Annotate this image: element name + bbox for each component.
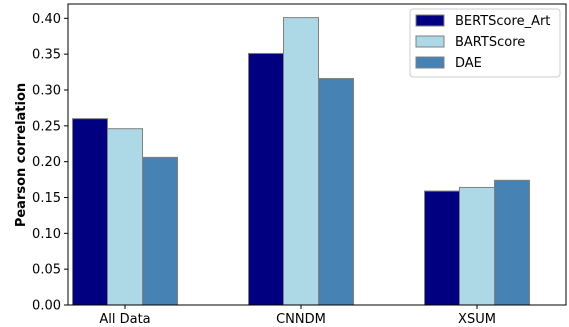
legend: BERTScore_Art BARTScore DAE [409,8,561,78]
legend-swatch [415,35,445,48]
legend-label: DAE [455,56,482,71]
bar-dae-cnndm [318,78,354,306]
x-tick-label: CNNDM [276,312,326,327]
x-axis-ticks: All Data CNNDM XSUM [99,305,496,327]
bar-bartscore-cnndm [283,17,319,306]
bar-bartscore-all-data [107,128,143,306]
y-tick-label: 0.25 [32,119,61,134]
y-tick-label: 0.30 [32,84,61,99]
bar-bertscore-art-xsum [424,190,460,306]
legend-frame [409,8,561,78]
bar-bertscore-art-cnndm [248,52,284,306]
x-tick-label: XSUM [458,312,496,327]
plot-frame [67,3,567,306]
y-axis-ticks: 0.00 0.05 0.10 0.15 0.20 0.25 0.30 0.35 0.40 [32,12,68,314]
y-tick-label: 0.40 [32,12,61,27]
x-tick-label: All Data [99,312,150,327]
bar-bartscore-xsum [459,186,495,306]
y-tick-label: 0.20 [32,155,61,170]
bar-bertscore-art-all-data [72,118,108,306]
legend-label: BERTScore_Art [455,14,550,29]
bar-dae-xsum [494,179,530,306]
y-axis-title: Pearson correlation [14,83,29,227]
legend-label: BARTScore [455,35,525,50]
legend-swatch [415,14,445,27]
y-tick-label: 0.15 [32,191,61,206]
bar-dae-all-data [142,156,178,306]
bars-group [72,17,530,306]
y-tick-label: 0.10 [32,227,61,242]
legend-swatch [415,56,445,69]
y-tick-label: 0.35 [32,48,61,63]
y-tick-label: 0.00 [32,299,61,314]
y-tick-label: 0.05 [32,263,61,278]
